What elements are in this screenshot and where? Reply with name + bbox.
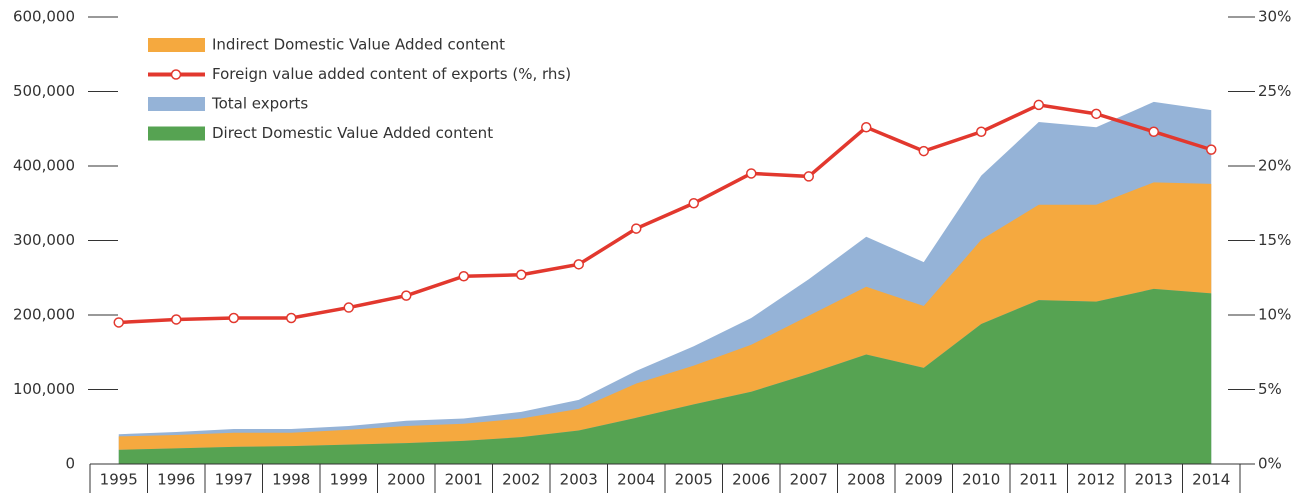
line-marker — [1033, 99, 1044, 111]
line-marker — [516, 269, 527, 281]
line-marker — [918, 145, 929, 157]
x-tick-label: 2002 — [502, 471, 540, 489]
y-tick-label: 400,000 — [13, 157, 75, 175]
x-tick-label: 1996 — [157, 471, 195, 489]
legend-swatch — [148, 126, 205, 141]
line-marker — [688, 198, 699, 209]
x-tick-label: 2014 — [1192, 471, 1230, 489]
y-tick-label: 500,000 — [13, 82, 75, 100]
x-tick-label: 2003 — [560, 471, 598, 489]
line-marker — [573, 259, 584, 270]
x-tick-label: 2011 — [1020, 471, 1058, 489]
legend-swatch — [148, 38, 205, 52]
y-tick-label: 100,000 — [13, 380, 75, 398]
y2-tick-label: 30% — [1258, 8, 1291, 26]
legend-label: Indirect Domestic Value Added content — [212, 36, 505, 54]
y-tick-label: 200,000 — [13, 306, 75, 324]
line-marker — [401, 290, 412, 301]
line-marker — [861, 122, 872, 133]
x-tick-label: 2008 — [847, 471, 885, 489]
x-tick-label: 1998 — [272, 471, 310, 489]
y2-tick-label: 25% — [1258, 82, 1291, 100]
x-tick-label: 2007 — [790, 471, 828, 489]
line-marker — [1091, 108, 1102, 120]
line-foreign — [118, 103, 1212, 325]
y-tick-label: 0 — [65, 455, 75, 473]
x-tick-label: 2000 — [387, 471, 425, 489]
line-marker — [631, 223, 642, 234]
y2-tick-label: 20% — [1258, 157, 1291, 175]
line-marker — [1148, 126, 1159, 137]
legend-swatch — [148, 97, 205, 111]
area-direct — [118, 288, 1212, 464]
legend-marker — [170, 69, 182, 80]
x-tick-label: 2010 — [962, 471, 1000, 489]
area-indirect — [118, 182, 1212, 450]
line-marker — [803, 171, 814, 182]
x-tick-label: 2013 — [1135, 471, 1173, 489]
legend-label: Direct Domestic Value Added content — [212, 124, 493, 142]
line-marker — [746, 168, 757, 179]
x-tick-label: 2009 — [905, 471, 943, 489]
line-marker — [228, 312, 239, 324]
x-tick-label: 2001 — [445, 471, 483, 489]
line-marker — [286, 312, 297, 324]
y2-tick-label: 0% — [1258, 455, 1282, 473]
y-tick-label: 600,000 — [13, 8, 75, 26]
line-marker — [343, 302, 354, 313]
line-marker — [1206, 144, 1217, 155]
x-tick-label: 1995 — [100, 471, 138, 489]
line-marker — [976, 126, 987, 137]
x-tick-label: 1999 — [330, 471, 368, 489]
line-marker — [458, 271, 469, 282]
x-tick-label: 2006 — [732, 471, 770, 489]
legend-label: Total exports — [211, 95, 308, 113]
x-tick-label: 2012 — [1077, 471, 1115, 489]
x-tick-label: 2004 — [617, 471, 655, 489]
legend-label: Foreign value added content of exports (… — [212, 65, 571, 83]
y2-tick-label: 15% — [1258, 231, 1291, 249]
y2-tick-label: 10% — [1258, 306, 1291, 324]
y-tick-label: 300,000 — [13, 231, 75, 249]
y2-tick-label: 5% — [1258, 380, 1282, 398]
line-marker — [171, 314, 182, 325]
line-marker — [113, 317, 124, 328]
x-tick-label: 1997 — [215, 471, 253, 489]
x-tick-label: 2005 — [675, 471, 713, 489]
